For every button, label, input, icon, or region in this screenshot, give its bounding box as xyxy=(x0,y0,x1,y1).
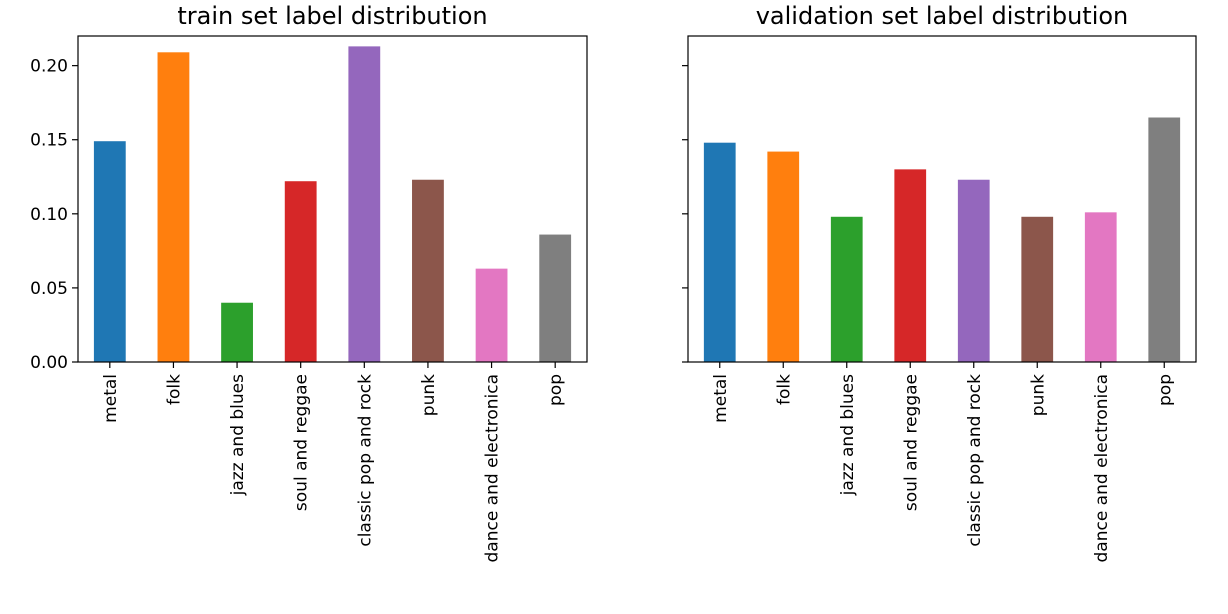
train-axes-frame xyxy=(77,35,588,363)
train-y-tick-label: 0.15 xyxy=(30,131,68,151)
validation-x-tick-label: dance and electronica xyxy=(1092,374,1112,563)
validation-x-tick-label: classic pop and rock xyxy=(965,374,985,547)
validation-bar-punk xyxy=(1021,216,1054,362)
train-bar-dance-and-electronica xyxy=(475,268,508,362)
validation-bar-soul-and-reggae xyxy=(894,169,927,362)
train-chart-title: train set label distribution xyxy=(177,2,487,30)
train-bar-metal xyxy=(93,141,126,362)
train-bar-punk xyxy=(412,179,444,362)
train-y-tick-label: 0.10 xyxy=(30,205,68,225)
train-bar-classic-pop-and-rock xyxy=(348,46,381,362)
validation-x-tick-label: metal xyxy=(711,374,731,423)
train-x-tick-label: pop xyxy=(546,374,566,406)
validation-chart-panel: validation set label distribution metal f… xyxy=(682,2,1197,563)
train-x-tick-label: dance and electronica xyxy=(483,374,503,563)
validation-bar-pop xyxy=(1148,117,1181,362)
train-chart-panel: train set label distribution metal folk ja… xyxy=(30,2,588,563)
validation-bar-classic-pop-and-rock xyxy=(957,179,990,362)
train-y-tick-label: 0.00 xyxy=(30,353,68,373)
train-x-tick-label: folk xyxy=(164,374,184,405)
validation-x-tick-label: folk xyxy=(774,374,794,405)
train-x-tick-label: soul and reggae xyxy=(292,374,312,511)
train-bar-jazz-and-blues xyxy=(221,302,253,362)
validation-x-tick-label: soul and reggae xyxy=(901,374,921,511)
train-x-tick-label: classic pop and rock xyxy=(355,374,375,547)
validation-bar-metal xyxy=(703,142,736,362)
validation-bar-dance-and-electronica xyxy=(1084,212,1117,362)
validation-x-tick-label: pop xyxy=(1155,374,1175,406)
train-y-tick-label: 0.05 xyxy=(30,279,68,299)
train-x-tick-label: jazz and blues xyxy=(228,374,248,497)
validation-bar-jazz-and-blues xyxy=(830,216,863,362)
train-bar-soul-and-reggae xyxy=(284,181,317,362)
validation-axes-frame xyxy=(687,35,1197,363)
train-y-tick-label: 0.20 xyxy=(30,57,68,77)
validation-x-tick-label: punk xyxy=(1028,374,1048,416)
validation-x-tick-label: jazz and blues xyxy=(838,374,858,497)
train-x-tick-label: punk xyxy=(419,374,439,416)
train-bar-folk xyxy=(157,52,190,363)
train-x-tick-label: metal xyxy=(101,374,121,423)
validation-bar-folk xyxy=(767,151,800,362)
train-bar-pop xyxy=(539,234,572,362)
validation-chart-title: validation set label distribution xyxy=(756,2,1129,30)
